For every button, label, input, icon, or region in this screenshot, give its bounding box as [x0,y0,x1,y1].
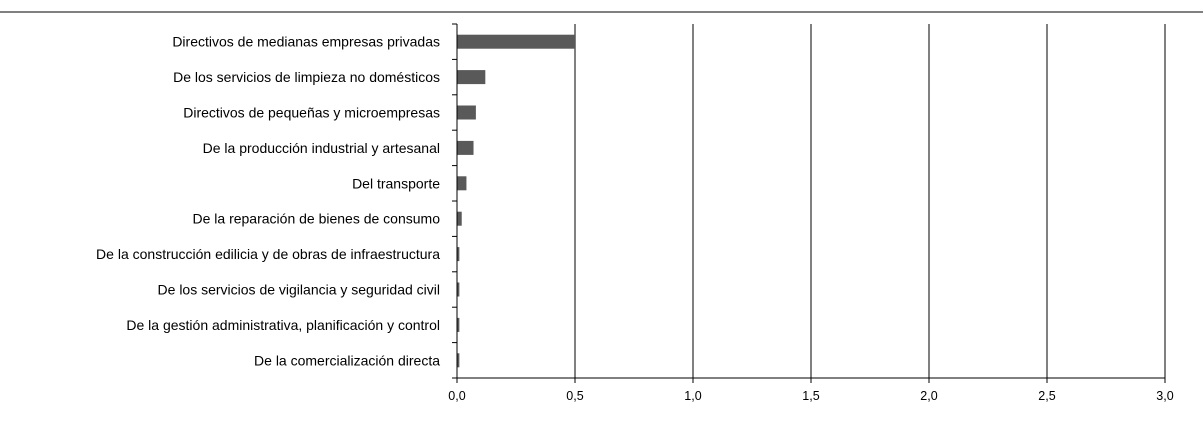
category-label: De la reparación de bienes de consumo [193,211,441,227]
x-tick-label: 2,0 [920,389,937,403]
bar [457,105,476,120]
bar [457,317,460,332]
category-labels: Directivos de medianas empresas privadas… [96,34,440,369]
category-label: De la comercialización directa [254,352,440,368]
category-label: De la producción industrial y artesanal [203,140,440,156]
category-label: Directivos de medianas empresas privadas [172,34,440,50]
axes [452,23,1166,383]
category-label: De la gestión administrativa, planificac… [126,317,440,333]
category-label: De la construcción edilicia y de obras d… [96,246,440,262]
tick-labels: 0,0 0,5 1,0 1,5 2,0 2,5 3,0 [448,389,1173,403]
bar [457,247,460,262]
x-tick-label: 1,0 [684,389,701,403]
category-label: Del transporte [352,175,440,191]
x-tick-label: 2,5 [1038,389,1055,403]
bar [457,211,462,226]
category-label: Directivos de pequeñas y microempresas [183,105,440,121]
bar [457,70,486,85]
bar [457,140,474,155]
bar [457,353,460,368]
x-tick-label: 3,0 [1156,389,1173,403]
bar [457,282,460,297]
category-label: De los servicios de vigilancia y segurid… [158,282,440,298]
gridlines [574,24,1166,378]
bar [457,176,467,191]
x-tick-label: 0,0 [448,389,465,403]
bars [457,34,575,368]
x-tick-label: 1,5 [802,389,819,403]
bar [457,34,575,49]
x-tick-label: 0,5 [566,389,583,403]
category-label: De los servicios de limpieza no doméstic… [173,69,440,85]
